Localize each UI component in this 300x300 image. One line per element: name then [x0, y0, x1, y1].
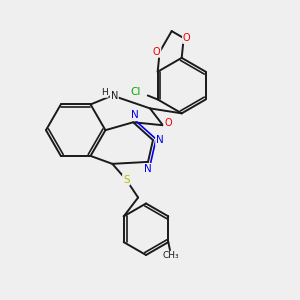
- Text: H: H: [101, 88, 108, 97]
- Text: O: O: [153, 47, 160, 57]
- Text: S: S: [123, 175, 130, 185]
- Text: N: N: [156, 135, 164, 145]
- Text: Cl: Cl: [131, 86, 141, 97]
- Text: CH₃: CH₃: [162, 251, 178, 260]
- Text: O: O: [164, 118, 172, 128]
- Text: O: O: [183, 33, 190, 43]
- Text: N: N: [131, 110, 139, 120]
- Text: N: N: [111, 91, 118, 100]
- Text: N: N: [144, 164, 152, 174]
